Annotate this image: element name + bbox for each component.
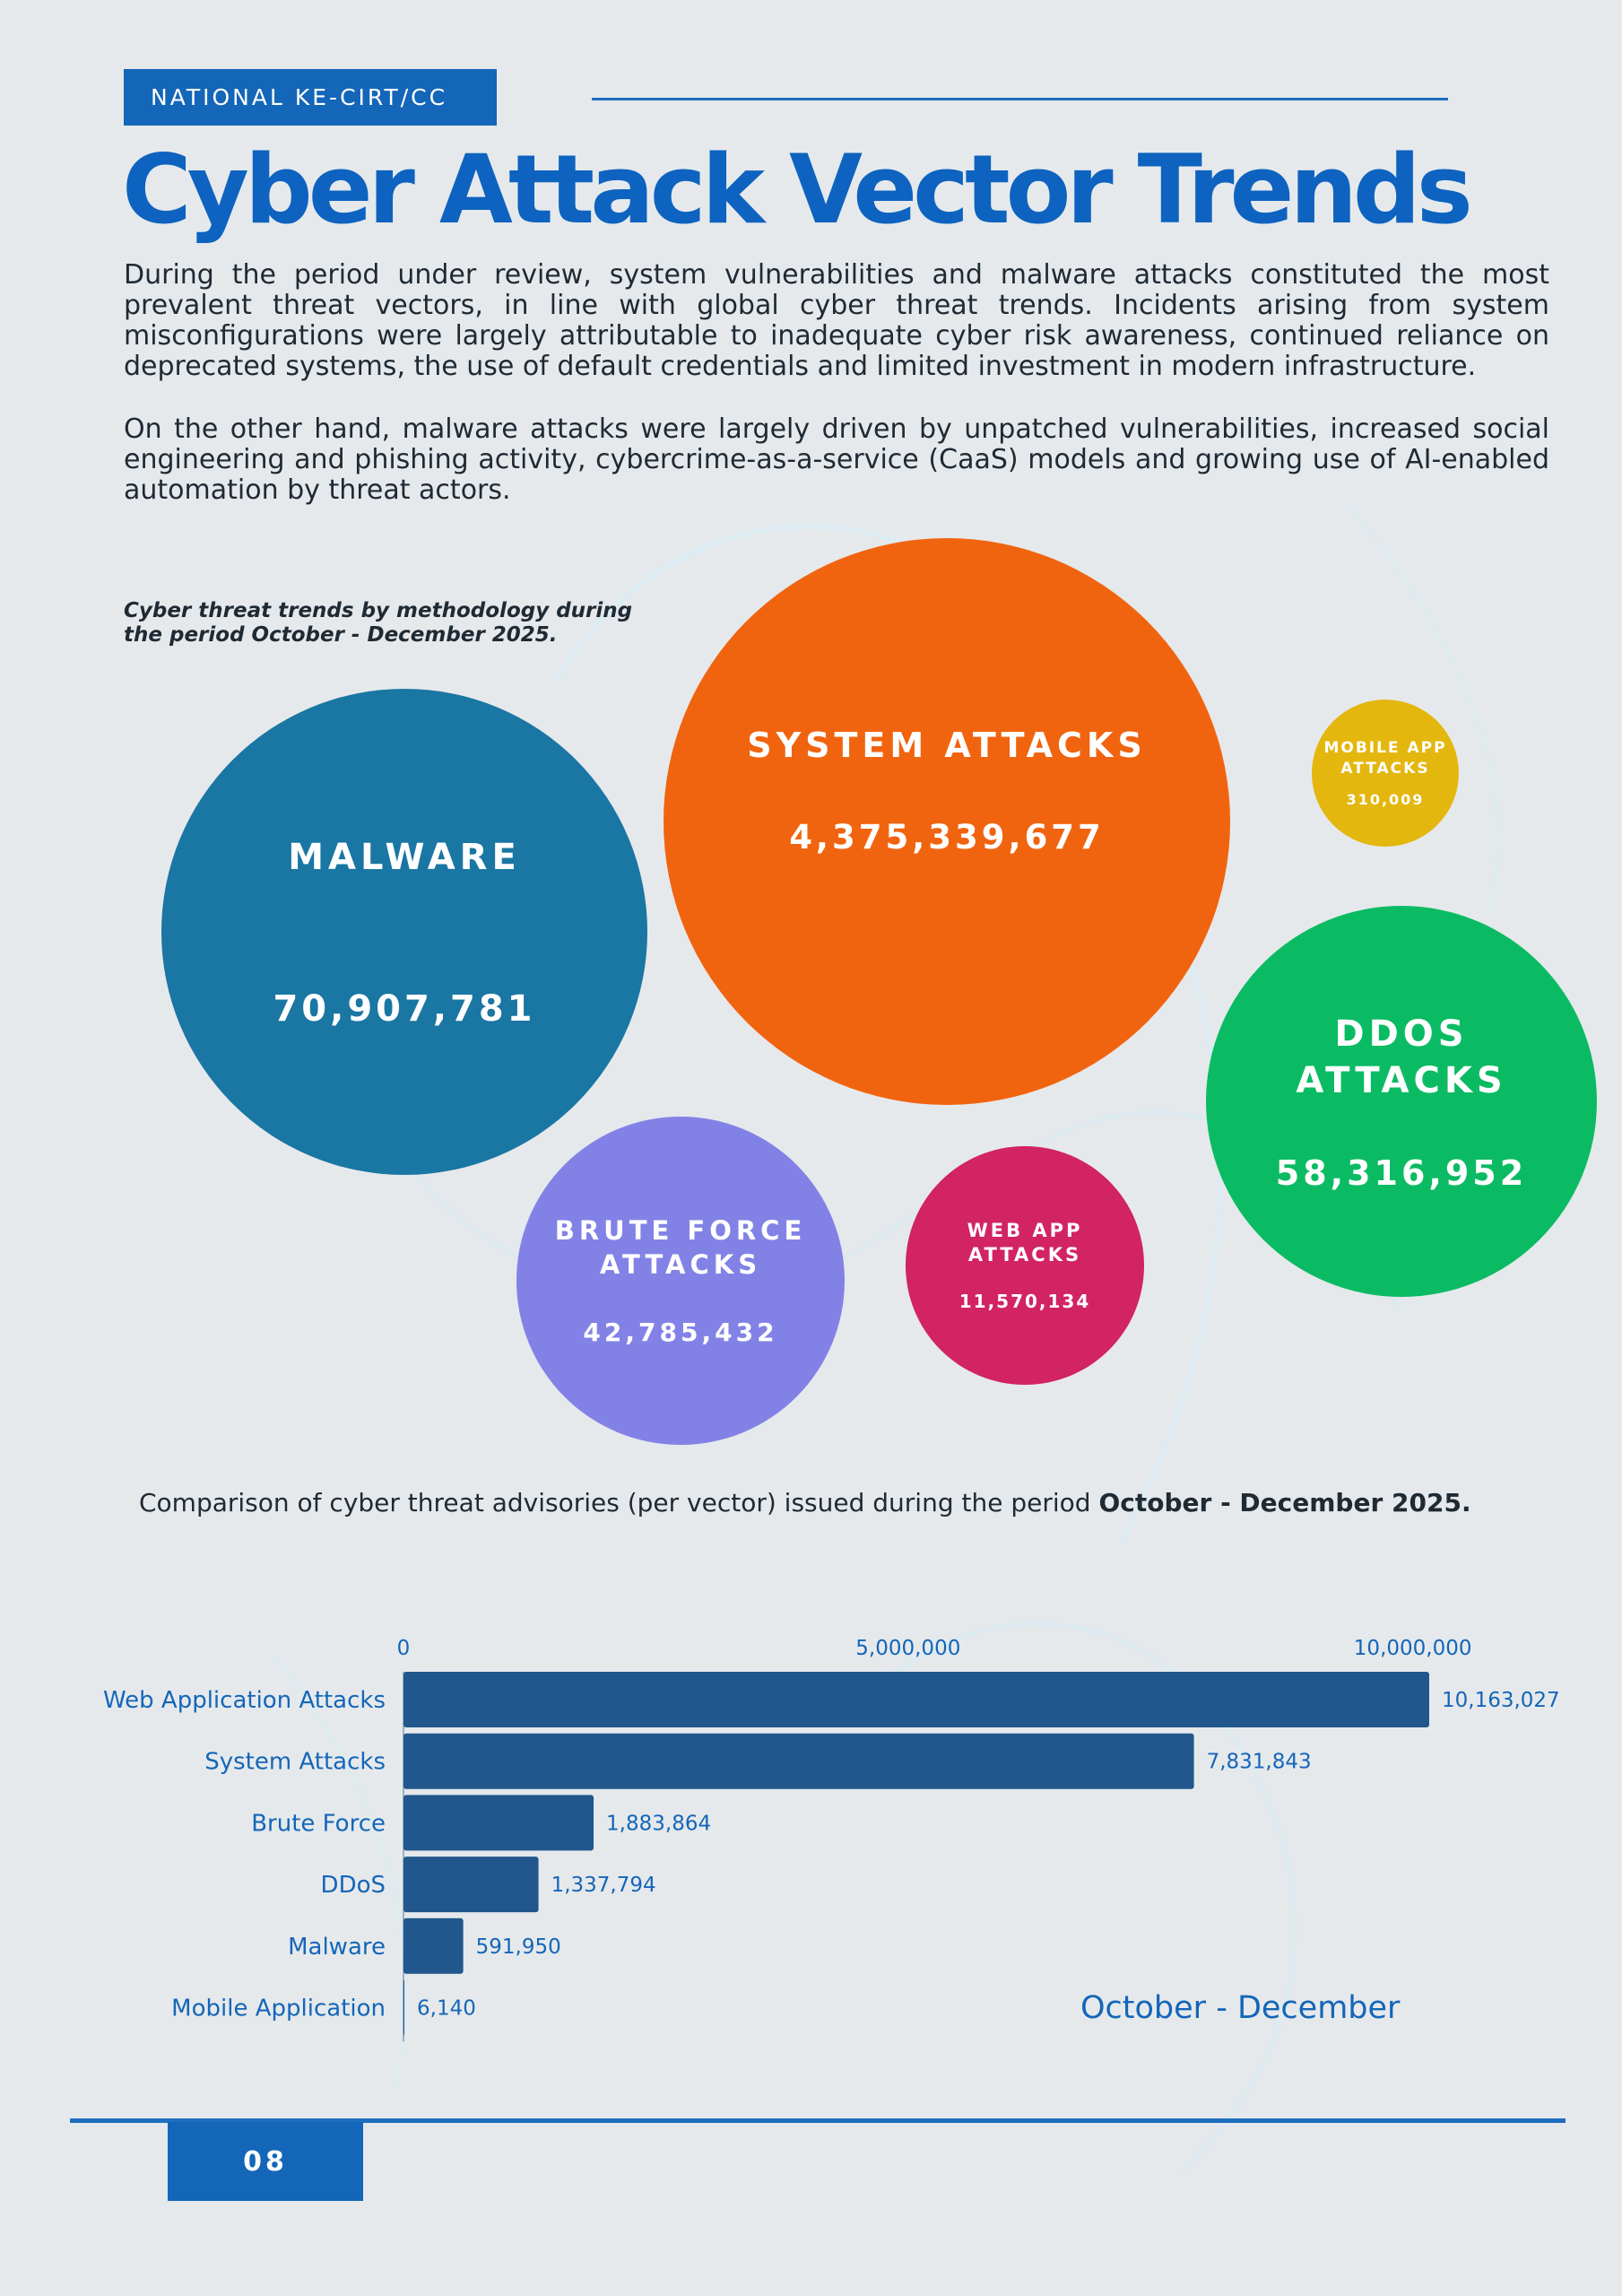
bubble-ddos-attacks-label: DDOS ATTACKS — [1296, 1013, 1507, 1101]
bar — [403, 1857, 539, 1913]
category-label: Malware — [288, 1934, 386, 1961]
x-tick-label: 0 — [397, 1637, 411, 1660]
page-number: 08 — [168, 2122, 363, 2201]
bar — [403, 1672, 1429, 1727]
bubble-web-app-attacks-label: WEB APP ATTACKS — [967, 1219, 1083, 1265]
bubble-system-attacks-label: SYSTEM ATTACKS — [747, 726, 1147, 766]
bar — [403, 1795, 594, 1851]
bubble-web-app-attacks: WEB APP ATTACKS 11,570,134 — [906, 1146, 1144, 1385]
bubble-malware-label: MALWARE — [288, 837, 521, 878]
advisories-caption: Comparison of cyber threat advisories (p… — [139, 1488, 1471, 1518]
bubble-mobile-app-attacks-value: 310,009 — [1346, 790, 1425, 808]
bubble-malware-value: 70,907,781 — [273, 988, 536, 1030]
bar-value-label: 7,831,843 — [1207, 1751, 1312, 1774]
bubble-system-attacks: SYSTEM ATTACKS 4,375,339,677 — [664, 538, 1230, 1105]
bubble-mobile-app-attacks: MOBILE APP ATTACKS 310,009 — [1312, 700, 1459, 847]
advisories-bar-chart: 0 5,000,000 10,000,000 Web Application Atta… — [103, 1637, 1560, 2042]
bar-value-label: 10,163,027 — [1442, 1689, 1560, 1712]
bubble-system-attacks-value: 4,375,339,677 — [789, 817, 1105, 857]
bar-value-label: 1,337,794 — [551, 1874, 656, 1897]
bar-value-label: 591,950 — [476, 1935, 561, 1959]
category-label: Brute Force — [251, 1810, 386, 1837]
category-label: System Attacks — [204, 1749, 386, 1776]
section-tag: NATIONAL KE-CIRT/CC — [124, 69, 497, 126]
bar — [403, 1733, 1194, 1789]
category-label: DDoS — [321, 1872, 386, 1899]
bar-value-label: 1,883,864 — [606, 1812, 711, 1835]
footer-divider — [70, 2118, 1566, 2123]
bubble-brute-force-attacks: BRUTE FORCE ATTACKS 42,785,432 — [516, 1117, 845, 1445]
bubble-chart-caption: Cyber threat trends by methodology durin… — [124, 599, 633, 647]
bubble-mobile-app-attacks-label: MOBILE APP ATTACKS — [1323, 739, 1447, 778]
bar — [403, 1918, 464, 1974]
category-label: Mobile Application — [171, 1996, 386, 2022]
page-title: Cyber Attack Vector Trends — [122, 135, 1473, 245]
bubble-malware: MALWARE 70,907,781 — [161, 689, 647, 1175]
bubble-brute-force-attacks-value: 42,785,432 — [583, 1318, 778, 1348]
x-tick-label: 10,000,000 — [1354, 1637, 1472, 1660]
chart-legend: October - December — [1080, 1990, 1401, 2026]
bubble-ddos-attacks-value: 58,316,952 — [1275, 1152, 1528, 1193]
intro-paragraph-1: During the period under review, system v… — [124, 259, 1549, 382]
advisories-caption-period: October - December 2025. — [1098, 1488, 1471, 1518]
bar — [403, 1979, 404, 2036]
advisories-caption-text: Comparison of cyber threat advisories (p… — [139, 1488, 1099, 1518]
bubble-brute-force-attacks-label: BRUTE FORCE ATTACKS — [554, 1214, 807, 1280]
category-label: Web Application Attacks — [103, 1687, 386, 1714]
intro-paragraph-2: On the other hand, malware attacks were … — [124, 413, 1549, 506]
bar-value-label: 6,140 — [417, 1997, 476, 2021]
intro-text: During the period under review, system v… — [124, 260, 1549, 538]
header-divider — [592, 98, 1448, 100]
x-tick-label: 5,000,000 — [855, 1637, 960, 1660]
bubble-ddos-attacks: DDOS ATTACKS 58,316,952 — [1206, 906, 1597, 1297]
bubble-web-app-attacks-value: 11,570,134 — [958, 1291, 1091, 1313]
